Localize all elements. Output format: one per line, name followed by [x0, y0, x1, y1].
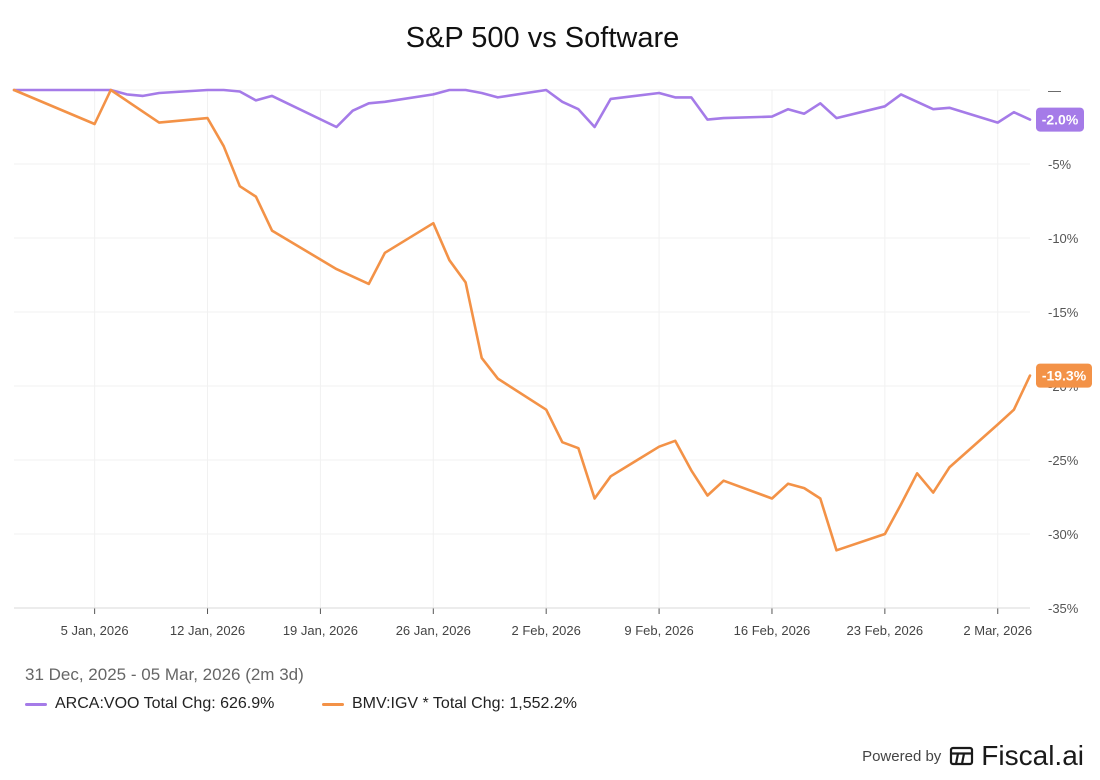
series-line-voo	[12, 88, 1032, 129]
axes: —-5%-10%-15%-20%-25%-30%-35%5 Jan, 20261…	[14, 83, 1079, 638]
legend-swatch	[25, 702, 47, 706]
series-lines	[12, 88, 1032, 552]
y-tick-label: -15%	[1048, 305, 1079, 320]
end-label-box	[1036, 107, 1084, 132]
legend-item-voo[interactable]: ARCA:VOO Total Chg: 626.9%	[25, 695, 274, 713]
x-tick-label: 23 Feb, 2026	[847, 623, 924, 638]
end-value-label: -19.3%	[1042, 368, 1087, 384]
end-labels: -2.0% -19.3%	[1036, 107, 1092, 388]
x-tick-label: 26 Jan, 2026	[396, 623, 471, 638]
x-tick-label: 2 Mar, 2026	[963, 623, 1032, 638]
end-label-box	[1036, 363, 1092, 388]
legend-label: BMV:IGV * Total Chg: 1,552.2%	[352, 695, 578, 712]
y-tick-label: -10%	[1048, 231, 1079, 246]
y-tick-label: -25%	[1048, 453, 1079, 468]
x-tick-label: 12 Jan, 2026	[170, 623, 245, 638]
x-tick-label: 16 Feb, 2026	[734, 623, 811, 638]
powered-by: Powered by Fiscal.ai	[862, 740, 1084, 772]
chart-title: S&P 500 vs Software	[405, 22, 680, 54]
series-line-igv	[12, 88, 1032, 552]
x-tick-label: 19 Jan, 2026	[283, 623, 358, 638]
y-tick-label: -30%	[1048, 527, 1079, 542]
fiscal-logo-icon	[950, 746, 974, 766]
y-tick-label: -5%	[1048, 157, 1072, 172]
legend-label: ARCA:VOO Total Chg: 626.9%	[55, 695, 275, 712]
x-tick-label: 9 Feb, 2026	[624, 623, 693, 638]
brand-name: Fiscal.ai	[981, 740, 1084, 771]
y-tick-label: -35%	[1048, 601, 1079, 616]
legend-item-igv[interactable]: BMV:IGV * Total Chg: 1,552.2%	[322, 695, 577, 713]
y-tick-label: —	[1048, 83, 1061, 98]
brand-logo: Fiscal.ai	[949, 740, 1084, 772]
legend-swatch	[322, 702, 344, 706]
powered-by-text: Powered by	[862, 747, 942, 765]
x-tick-label: 2 Feb, 2026	[511, 623, 580, 638]
date-range-label: 31 Dec, 2025 - 05 Mar, 2026 (2m 3d)	[25, 665, 304, 684]
line-chart: —-5%-10%-15%-20%-25%-30%-35%5 Jan, 20261…	[12, 83, 1092, 638]
x-tick-label: 5 Jan, 2026	[61, 623, 129, 638]
grid-lines	[14, 89, 1030, 608]
end-value-label: -2.0%	[1042, 112, 1079, 128]
